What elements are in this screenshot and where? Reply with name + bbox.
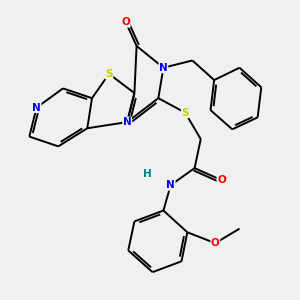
Text: N: N [123,117,131,127]
Text: N: N [159,63,168,73]
Text: O: O [211,238,220,248]
Text: S: S [182,108,189,118]
Text: H: H [143,169,152,179]
Text: S: S [105,69,113,79]
Text: N: N [32,103,41,112]
Text: N: N [166,180,175,190]
Text: O: O [217,175,226,185]
Text: O: O [121,17,130,27]
